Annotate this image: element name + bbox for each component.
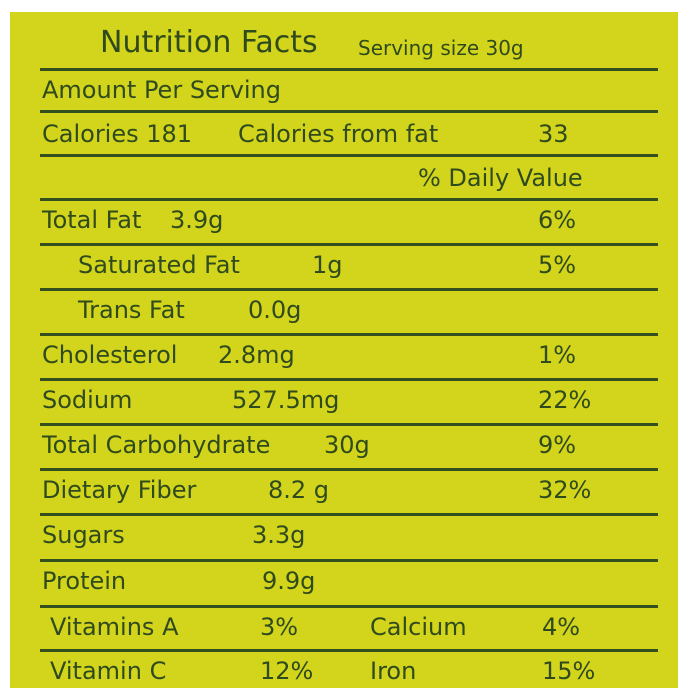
vitamin-name: Vitamin C bbox=[50, 657, 167, 685]
nutrient-amount: 9.9g bbox=[262, 567, 316, 595]
rule bbox=[40, 423, 658, 426]
vitamin-value: 3% bbox=[260, 613, 299, 641]
nutrient-name: Dietary Fiber bbox=[42, 476, 197, 504]
nutrient-amount: 1g bbox=[312, 251, 343, 279]
rule bbox=[40, 110, 658, 113]
calories-from-fat-label: Calories from fat bbox=[238, 120, 439, 148]
nutrient-name: Sodium bbox=[42, 386, 133, 414]
rule bbox=[40, 559, 658, 562]
rule bbox=[40, 605, 658, 608]
daily-value-header: % Daily Value bbox=[418, 164, 583, 192]
nutrient-name: Trans Fat bbox=[78, 296, 185, 324]
nutrition-label: Nutrition Facts Serving size 30g Amount … bbox=[10, 12, 678, 688]
daily-value: 9% bbox=[538, 431, 577, 459]
rule bbox=[40, 198, 658, 201]
daily-value: 22% bbox=[538, 386, 592, 414]
vitamin-value: 12% bbox=[260, 657, 314, 685]
nutrient-amount: 8.2 g bbox=[268, 476, 330, 504]
daily-value: 32% bbox=[538, 476, 592, 504]
rule bbox=[40, 154, 658, 157]
nutrient-name: Sugars bbox=[42, 521, 125, 549]
nutrient-amount: 0.0g bbox=[248, 296, 302, 324]
rule bbox=[40, 468, 658, 471]
daily-value: 6% bbox=[538, 206, 577, 234]
serving-size: Serving size 30g bbox=[358, 36, 524, 60]
daily-value: 1% bbox=[538, 341, 577, 369]
nutrient-amount: 30g bbox=[324, 431, 370, 459]
rule bbox=[40, 333, 658, 336]
rule bbox=[40, 288, 658, 291]
mineral-value: 4% bbox=[542, 613, 581, 641]
rule bbox=[40, 649, 658, 652]
nutrient-amount: 527.5mg bbox=[232, 386, 340, 414]
daily-value: 5% bbox=[538, 251, 577, 279]
rule bbox=[40, 68, 658, 71]
title: Nutrition Facts bbox=[100, 25, 318, 60]
calories: Calories 181 bbox=[42, 120, 193, 148]
mineral-name: Iron bbox=[370, 657, 417, 685]
nutrient-name: Cholesterol bbox=[42, 341, 178, 369]
nutrient-amount: 3.3g bbox=[252, 521, 306, 549]
rule bbox=[40, 513, 658, 516]
rule bbox=[40, 243, 658, 246]
nutrient-amount: 3.9g bbox=[170, 206, 224, 234]
calories-from-fat-value: 33 bbox=[538, 120, 569, 148]
nutrient-name: Total Fat bbox=[42, 206, 142, 234]
amount-per-serving: Amount Per Serving bbox=[42, 76, 282, 104]
mineral-value: 15% bbox=[542, 657, 596, 685]
nutrient-name: Total Carbohydrate bbox=[42, 431, 271, 459]
nutrient-name: Saturated Fat bbox=[78, 251, 240, 279]
nutrient-name: Protein bbox=[42, 567, 127, 595]
mineral-name: Calcium bbox=[370, 613, 467, 641]
nutrient-amount: 2.8mg bbox=[218, 341, 295, 369]
vitamin-name: Vitamins A bbox=[50, 613, 179, 641]
rule bbox=[40, 378, 658, 381]
